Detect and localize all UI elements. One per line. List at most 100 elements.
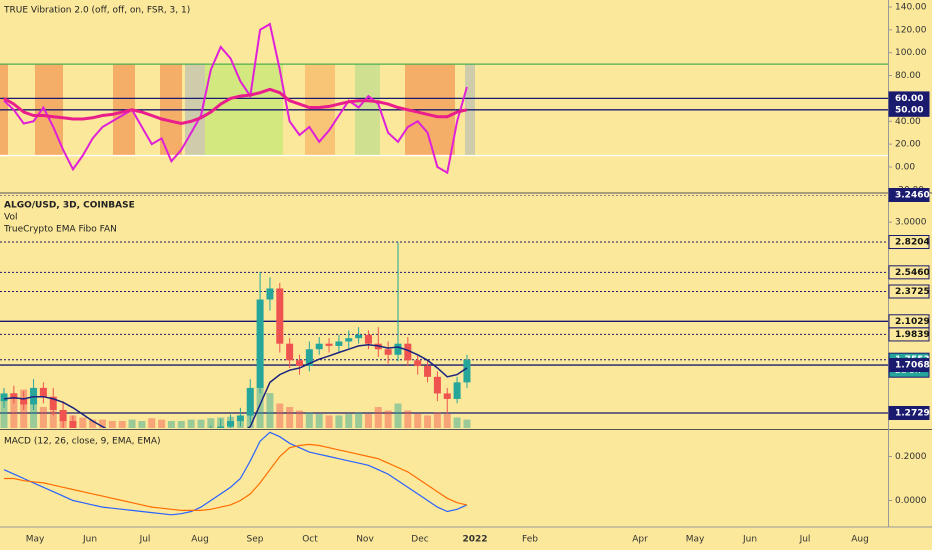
- y-tick-label: 0.2000: [895, 452, 927, 462]
- candle-body: [335, 341, 343, 346]
- y-tick-label: 3.0000: [895, 218, 927, 228]
- candle-body: [325, 343, 333, 346]
- volume-bar: [207, 418, 215, 428]
- candle-body: [315, 343, 323, 350]
- x-tick-label: Jul: [799, 535, 811, 545]
- candle-body: [20, 398, 28, 405]
- candle-body: [10, 393, 18, 399]
- volume-bar: [158, 419, 166, 428]
- volume-bar: [79, 417, 87, 428]
- volume-bar: [187, 419, 195, 428]
- volume-bar: [325, 415, 333, 428]
- y-tick-label: 0.0000: [895, 496, 927, 506]
- volume-bar: [99, 419, 106, 428]
- volume-bar: [463, 419, 471, 428]
- level-label: 50.00: [895, 105, 923, 115]
- x-tick-label: Feb: [522, 535, 538, 545]
- x-tick-label: May: [26, 535, 45, 545]
- candle-body: [404, 343, 412, 361]
- candle-body: [69, 421, 77, 428]
- level-label-box: [888, 358, 930, 373]
- level-label: 2.1029: [895, 317, 930, 327]
- series-line: [4, 443, 468, 511]
- ema-line: [3, 344, 468, 428]
- candle-body: [443, 393, 451, 399]
- pane-title: ALGO/USD, 3D, COINBASE: [4, 201, 135, 211]
- volume-bar: [453, 417, 461, 428]
- level-label: 3.2460: [895, 191, 930, 201]
- level-label-box: [888, 102, 930, 117]
- volume-bar: [374, 407, 382, 428]
- volume-bar: [286, 407, 294, 428]
- candle-body: [39, 387, 47, 397]
- series-line: [3, 87, 468, 126]
- volume-bar: [345, 414, 353, 428]
- candle-body: [345, 338, 353, 342]
- y-tick-label: 40.00: [895, 117, 921, 127]
- y-tick-label: 100.00: [895, 48, 927, 58]
- candle-body: [227, 421, 235, 427]
- x-tick-label: Dec: [411, 535, 428, 545]
- candle-body: [217, 426, 225, 428]
- volume-bar: [394, 403, 402, 428]
- volume-bar: [177, 421, 185, 428]
- level-label: 1.9839: [895, 330, 930, 340]
- level-label: 2.3725: [895, 287, 930, 297]
- pane-label: TrueCrypto EMA Fibo FAN: [3, 225, 117, 235]
- candle-body: [236, 415, 244, 422]
- y-tick-label: 80.00: [895, 71, 921, 81]
- volume-bar: [364, 414, 372, 428]
- volume-bar: [0, 400, 8, 428]
- candle-body: [463, 359, 471, 383]
- y-tick-label: 0.00: [895, 162, 915, 172]
- volume-bar: [197, 419, 205, 428]
- level-label: 2.8204: [895, 238, 930, 248]
- series-line: [3, 431, 468, 516]
- y-tick-label: 140.00: [895, 2, 927, 12]
- candle-body: [49, 396, 57, 410]
- x-tick-label: Apr: [632, 535, 648, 545]
- volume-bar: [89, 419, 97, 428]
- candle-body: [414, 360, 422, 366]
- candle-body: [266, 288, 274, 300]
- volume-bar: [335, 415, 343, 428]
- x-tick-label: 2022: [462, 535, 487, 545]
- level-label: 60.00: [895, 94, 923, 104]
- volume-bar: [414, 414, 422, 428]
- candle-body: [384, 349, 392, 355]
- candle-body: [296, 360, 303, 366]
- volume-bar: [148, 418, 156, 428]
- volume-bar: [266, 393, 274, 428]
- volume-bar: [404, 410, 412, 428]
- volume-bar: [108, 421, 116, 428]
- candle-body: [424, 365, 432, 377]
- volume-bar: [384, 410, 392, 428]
- x-tick-label: May: [686, 535, 705, 545]
- level-label-box: [888, 327, 930, 342]
- candle-body: [364, 334, 372, 344]
- candle-body: [246, 387, 254, 416]
- volume-bar: [256, 386, 264, 428]
- pane: [0, 195, 888, 428]
- volume-bar: [167, 421, 175, 428]
- candle-body: [0, 393, 8, 402]
- volume-bar: [138, 421, 146, 428]
- volume-bar: [443, 414, 451, 428]
- level-label-box: [888, 188, 930, 202]
- x-tick-label: Oct: [302, 535, 318, 545]
- pane-title: MACD (12, 26, close, 9, EMA, EMA): [4, 437, 161, 447]
- candle-body: [286, 343, 294, 361]
- volume-bar: [30, 403, 38, 428]
- x-tick-label: Aug: [851, 535, 869, 545]
- pane: [0, 22, 888, 175]
- x-tick-label: Jul: [139, 535, 151, 545]
- volume-bar: [296, 410, 303, 428]
- candle-body: [305, 349, 313, 366]
- volume-bar: [39, 407, 47, 428]
- volume-bar: [424, 415, 432, 428]
- candle-body: [276, 288, 284, 344]
- candle-body: [453, 382, 461, 399]
- x-tick-label: Nov: [356, 535, 374, 545]
- level-label-box: [888, 405, 930, 420]
- level-label-box: [888, 284, 930, 299]
